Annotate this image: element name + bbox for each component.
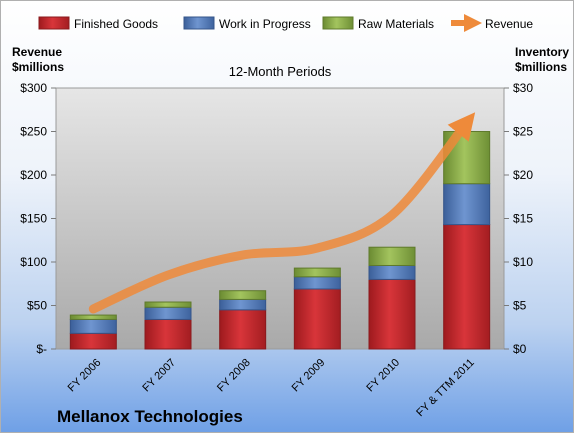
legend-label-work-in-progress: Work in Progress	[219, 17, 311, 31]
right-tick-label: $30	[513, 81, 533, 95]
bar-raw-materials	[144, 301, 192, 308]
x-tick-label: FY 2008	[215, 357, 253, 395]
plot-area	[55, 87, 505, 350]
bar-raw-materials	[219, 290, 267, 300]
legend-item-finished-goods: Finished Goods	[38, 16, 158, 31]
left-tick-label: $-	[36, 342, 47, 356]
legend-swatch-finished-goods	[38, 16, 70, 30]
right-axis-label-line1: Inventory	[515, 45, 569, 59]
right-tick-label: $25	[513, 125, 533, 139]
bar-finished-goods	[368, 278, 416, 350]
legend-label-revenue: Revenue	[485, 17, 533, 31]
legend: Finished Goods Work in Progress Raw Mate…	[38, 14, 533, 32]
revenue-series-line	[88, 112, 476, 314]
bar-finished-goods	[144, 318, 192, 350]
right-tick-label: $5	[513, 299, 527, 313]
x-tick-label: FY 2010	[364, 357, 402, 395]
legend-swatch-raw-materials	[322, 16, 354, 30]
legend-label-finished-goods: Finished Goods	[74, 17, 158, 31]
revenue-line	[88, 112, 476, 314]
legend-item-raw-materials: Raw Materials	[322, 16, 434, 31]
right-tick-label: $0	[513, 342, 527, 356]
left-tick-label: $250	[20, 125, 47, 139]
bar-raw-materials	[293, 267, 341, 278]
left-axis-ticks: $- $50 $100 $150 $200 $250 $300	[20, 81, 56, 356]
x-tick-label: FY 2007	[140, 357, 178, 395]
bar-work-in-progress	[69, 318, 117, 334]
right-axis-ticks: $0 $5 $10 $15 $20 $25 $30	[504, 81, 533, 356]
bar-raw-materials	[69, 314, 117, 320]
bar-raw-materials	[368, 246, 416, 266]
legend-label-raw-materials: Raw Materials	[358, 17, 434, 31]
right-tick-label: $10	[513, 255, 533, 269]
legend-item-work-in-progress: Work in Progress	[183, 16, 311, 31]
legend-swatch-work-in-progress	[183, 16, 215, 30]
chart-title: 12-Month Periods	[229, 64, 332, 79]
bar-work-in-progress	[368, 264, 416, 280]
left-axis-label-line2: $millions	[12, 60, 64, 74]
left-tick-label: $150	[20, 212, 47, 226]
x-tick-label: FY 2009	[290, 357, 328, 395]
bar-work-in-progress	[443, 183, 491, 226]
company-name: Mellanox Technologies	[57, 407, 243, 426]
right-tick-label: $20	[513, 168, 533, 182]
legend-item-revenue: Revenue	[451, 14, 533, 32]
left-tick-label: $200	[20, 168, 47, 182]
left-tick-label: $100	[20, 255, 47, 269]
bar-finished-goods	[219, 309, 267, 350]
right-axis-label-line2: $millions	[515, 60, 567, 74]
bar-work-in-progress	[144, 306, 192, 320]
bar-finished-goods	[293, 288, 341, 350]
x-tick-label: FY 2006	[66, 357, 104, 395]
left-tick-label: $50	[27, 299, 47, 313]
x-tick-label: FY & TTM 2011	[414, 357, 477, 420]
bar-finished-goods	[443, 224, 491, 350]
right-tick-label: $15	[513, 212, 533, 226]
bar-work-in-progress	[219, 298, 267, 311]
bars	[69, 131, 491, 350]
left-axis-label-line1: Revenue	[12, 45, 62, 59]
bar-finished-goods	[69, 332, 117, 350]
bar-work-in-progress	[293, 276, 341, 290]
left-tick-label: $300	[20, 81, 47, 95]
